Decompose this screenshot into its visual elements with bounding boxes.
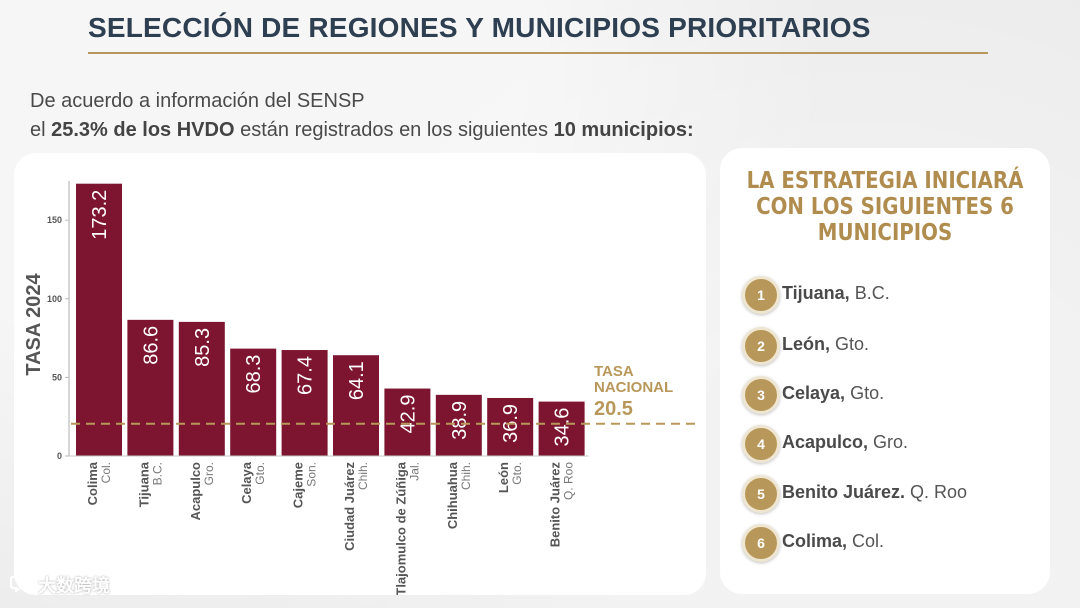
number-badge: 2 — [742, 327, 780, 365]
bar-value-label: 38.9 — [449, 401, 471, 440]
municipio-name: Acapulco, — [782, 432, 869, 452]
x-tick-label: Tlajomulco de Zúñiga — [393, 461, 408, 595]
municipio-name: Celaya, — [782, 383, 846, 403]
municipio-label: Celaya, Gto. — [782, 383, 884, 404]
bar-value-label: 64.1 — [346, 361, 368, 400]
bar — [281, 350, 328, 456]
number-badge: 1 — [742, 276, 780, 314]
bar — [384, 388, 431, 456]
subtitle-line2: el 25.3% de los HVDO están registrados e… — [30, 116, 694, 145]
municipio-state: Gto. — [835, 334, 870, 354]
x-tick-sublabel: Chih. — [459, 462, 473, 490]
x-tick-label: Chihuahua — [445, 461, 460, 529]
x-tick-label: Tijuana — [136, 461, 151, 507]
bar — [333, 355, 379, 456]
number-badge: 3 — [742, 376, 780, 414]
bar — [76, 183, 122, 457]
bar — [538, 401, 585, 456]
bar — [230, 348, 277, 456]
chart-card: 0 50 100 150 TASA 2024 173.2 Colima Col. 86.6 Tij… — [14, 153, 706, 595]
x-tick-sublabel: Son. — [305, 462, 319, 487]
x-tick-sublabel: Gro. — [202, 462, 216, 485]
x-tick-sublabel: Gto. — [510, 462, 524, 485]
x-tick-label: Cajeme — [291, 462, 306, 508]
subtitle-highlight: 10 municipios: — [553, 119, 694, 141]
number-badge: 5 — [742, 475, 780, 513]
subtitle-line1: De acuerdo a información del SENSP — [30, 90, 365, 112]
y-tick-label: 50 — [52, 372, 62, 382]
subtitle-text: el — [30, 119, 52, 141]
title-underline — [88, 52, 988, 54]
x-tick-label: Celaya — [239, 461, 254, 504]
y-axis-label: TASA 2024 — [23, 272, 45, 375]
municipio-label: Acapulco, Gro. — [782, 432, 908, 453]
y-tick-label: 150 — [47, 215, 62, 225]
municipio-label: Colima, Col. — [782, 531, 884, 552]
municipio-state: Gro. — [873, 432, 909, 452]
x-tick-label: Acapulco — [188, 462, 203, 521]
x-tick-label: Colima — [85, 461, 100, 505]
reference-label: TASA — [594, 363, 634, 380]
reference-label: NACIONAL — [594, 379, 673, 396]
page-title: SELECCIÓN DE REGIONES Y MUNICIPIOS PRIOR… — [88, 12, 871, 43]
bar-value-label: 42.9 — [397, 395, 419, 434]
municipio-name: Colima, — [782, 531, 848, 551]
subtitle: De acuerdo a información del SENSP el 25… — [30, 87, 694, 145]
municipio-name: Benito Juárez. — [782, 482, 906, 502]
y-tick-label: 0 — [57, 451, 62, 461]
x-tick-label: Ciudad Juárez — [342, 462, 357, 551]
number-badge: 6 — [742, 524, 780, 562]
bar — [487, 397, 534, 456]
bar-value-label: 68.3 — [243, 355, 265, 394]
municipio-name: León, — [782, 334, 830, 354]
subtitle-highlight: 25.3% de los HVDO — [51, 119, 235, 141]
reference-value-label: 20.5 — [594, 398, 633, 420]
bar-value-label: 34.6 — [552, 408, 574, 447]
municipio-state: B.C. — [854, 283, 890, 303]
bar-value-label: 173.2 — [89, 190, 111, 240]
bar — [435, 394, 482, 456]
watermark: 大数跨境 — [10, 572, 110, 598]
x-tick-sublabel: Chih. — [356, 462, 370, 490]
bar — [127, 319, 174, 456]
municipio-state: Q. Roo — [910, 482, 968, 502]
x-tick-sublabel: Q. Roo — [562, 462, 576, 500]
x-tick-sublabel: Col. — [99, 462, 113, 483]
bar — [178, 321, 225, 456]
x-tick-sublabel: Jal. — [407, 462, 421, 481]
x-tick-label: León — [496, 462, 511, 493]
municipio-label: Tijuana, B.C. — [782, 283, 890, 304]
watermark-text: 大数跨境 — [38, 576, 110, 596]
bar-value-label: 85.3 — [192, 328, 214, 367]
municipio-state: Col. — [852, 531, 885, 551]
municipio-state: Gto. — [850, 383, 885, 403]
municipio-label: León, Gto. — [782, 334, 869, 355]
municipio-label: Benito Juárez. Q. Roo — [782, 482, 967, 503]
x-tick-sublabel: Gto. — [253, 462, 267, 485]
subtitle-text: están registrados en los siguientes — [234, 119, 554, 141]
strategy-title-line: MUNICIPIOS — [817, 220, 953, 246]
strategy-title: LA ESTRATEGIA INICIARÁ CON LOS SIGUIENTE… — [743, 168, 1027, 246]
strategy-title-line: LA ESTRATEGIA INICIARÁ — [746, 168, 1024, 194]
bar-value-label: 67.4 — [295, 356, 317, 395]
strategy-card: LA ESTRATEGIA INICIARÁ CON LOS SIGUIENTE… — [720, 148, 1050, 594]
municipio-name: Tijuana, — [782, 283, 850, 303]
bar-value-label: 86.6 — [140, 326, 162, 365]
y-tick-label: 100 — [47, 294, 62, 304]
x-tick-label: Benito Juárez — [548, 462, 563, 548]
strategy-title-line: CON LOS SIGUIENTES 6 — [756, 194, 1014, 220]
bubble-logo-icon — [10, 574, 34, 597]
number-badge: 4 — [742, 425, 780, 463]
x-tick-sublabel: B.C. — [150, 462, 164, 485]
bar-chart: 0 50 100 150 TASA 2024 173.2 Colima Col. 86.6 Tij… — [23, 181, 698, 595]
